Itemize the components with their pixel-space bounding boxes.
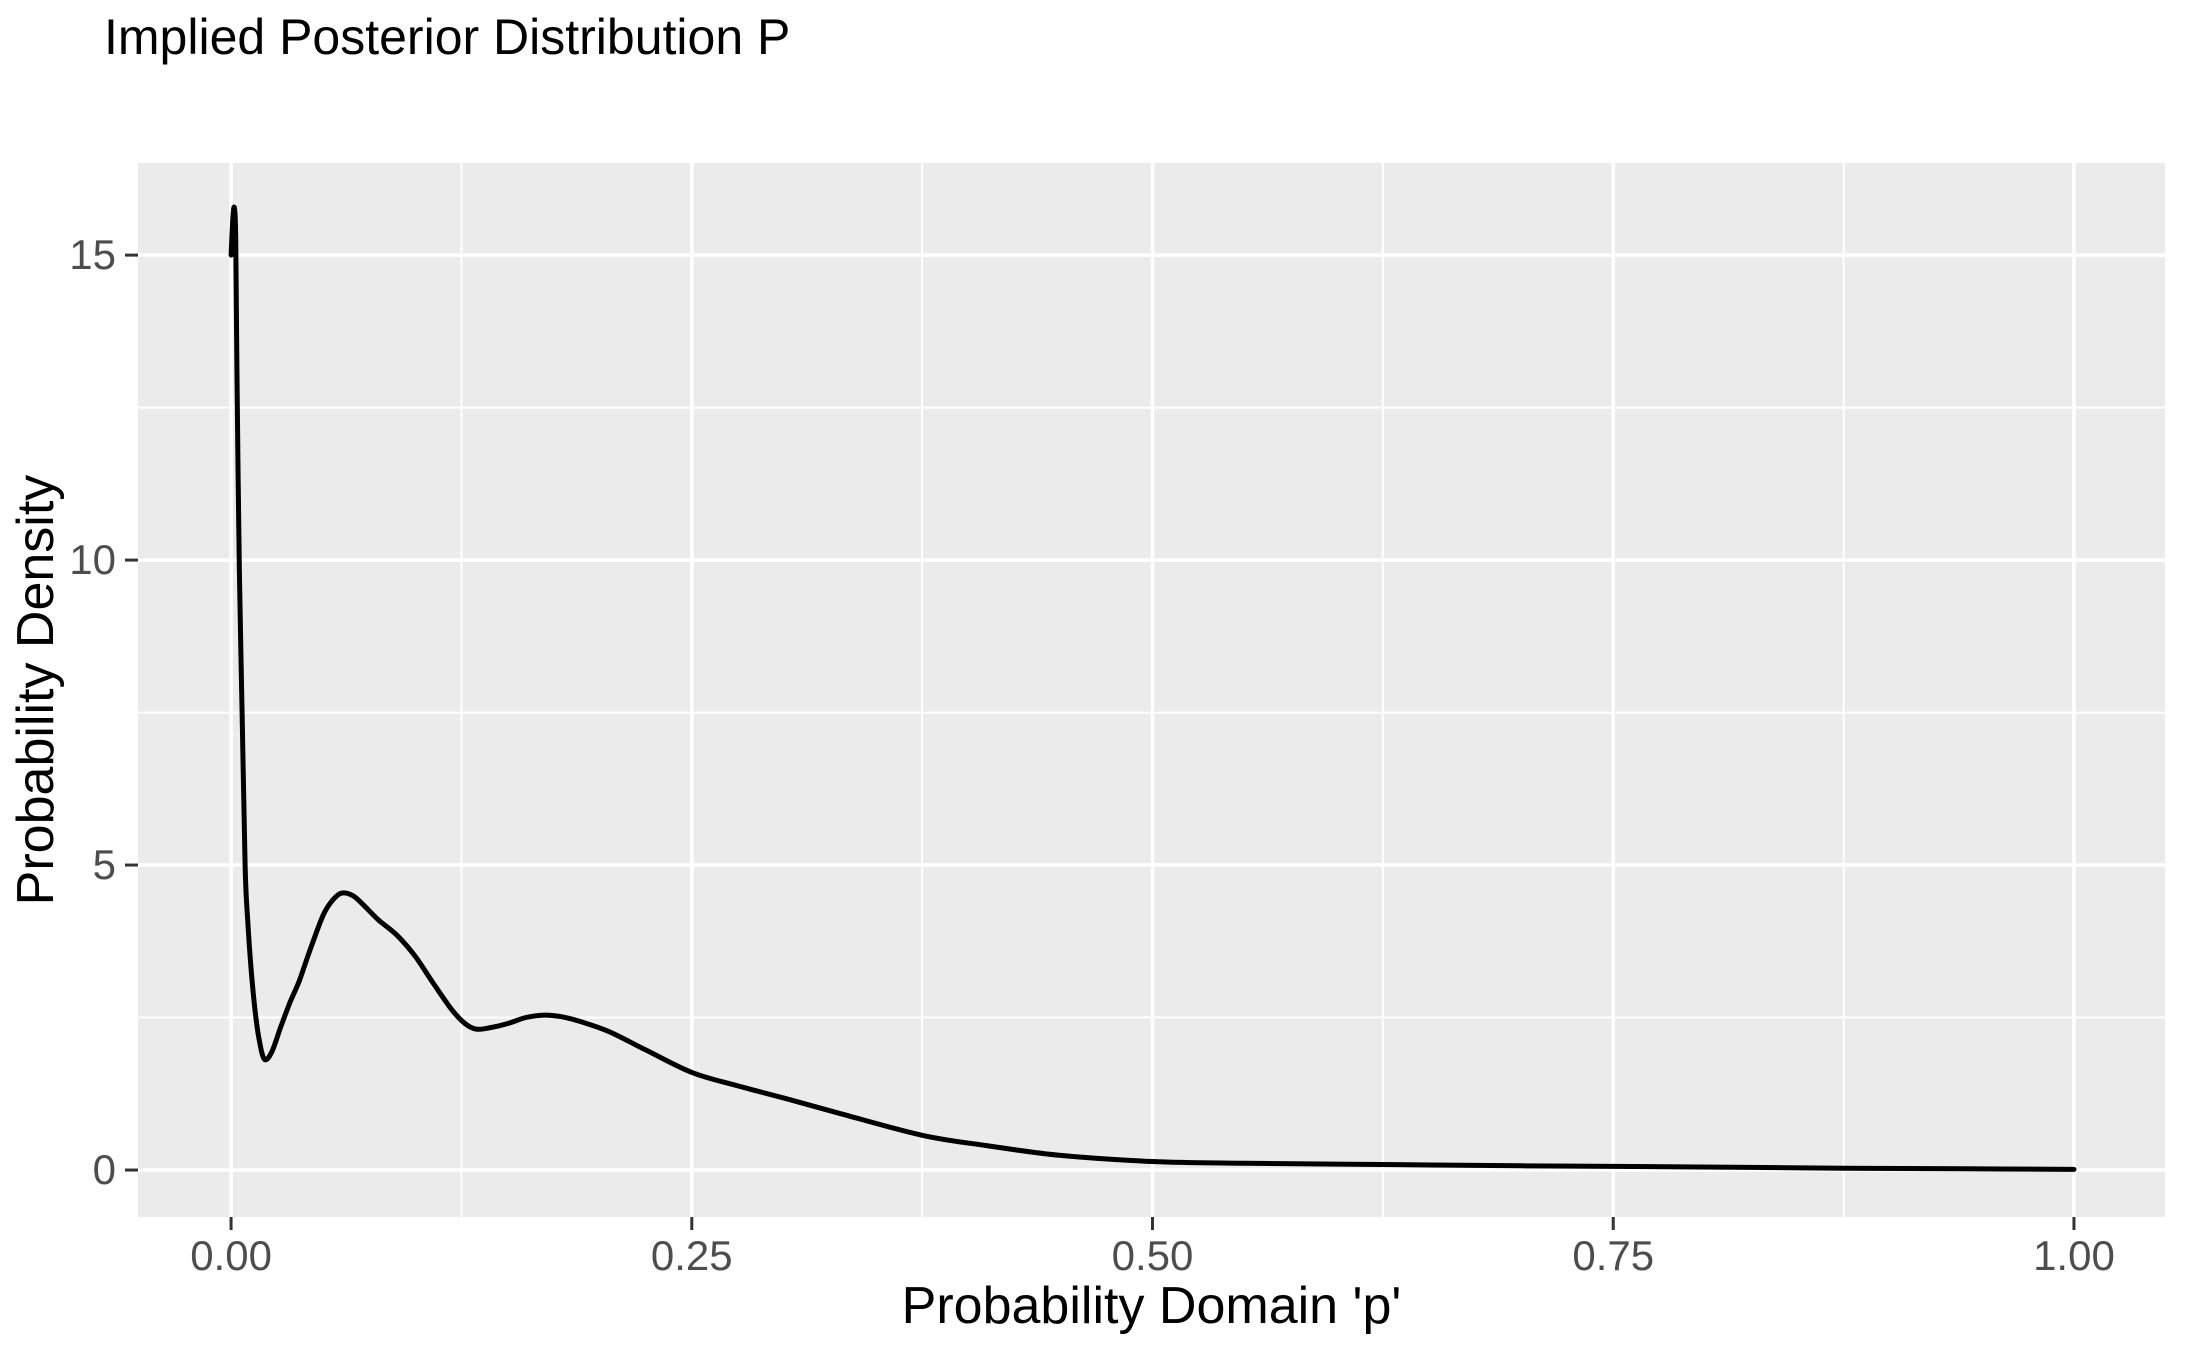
x-tick-label: 0.00 (190, 1232, 272, 1279)
x-axis-title: Probability Domain 'p' (901, 1277, 1402, 1335)
y-tick-label: 15 (69, 231, 116, 279)
y-tick-label: 10 (69, 536, 116, 584)
density-curve (228, 204, 2077, 1172)
x-tick-label: 0.25 (650, 1232, 733, 1279)
y-tick-label: 0 (92, 1146, 116, 1194)
x-tick-label: 1.00 (2033, 1232, 2115, 1279)
x-tick-label: 0.50 (1111, 1232, 1194, 1279)
plot-title: Implied Posterior Distribution P (104, 9, 791, 65)
y-tick-label: 5 (92, 841, 116, 889)
x-tick-label: 0.75 (1572, 1232, 1655, 1279)
